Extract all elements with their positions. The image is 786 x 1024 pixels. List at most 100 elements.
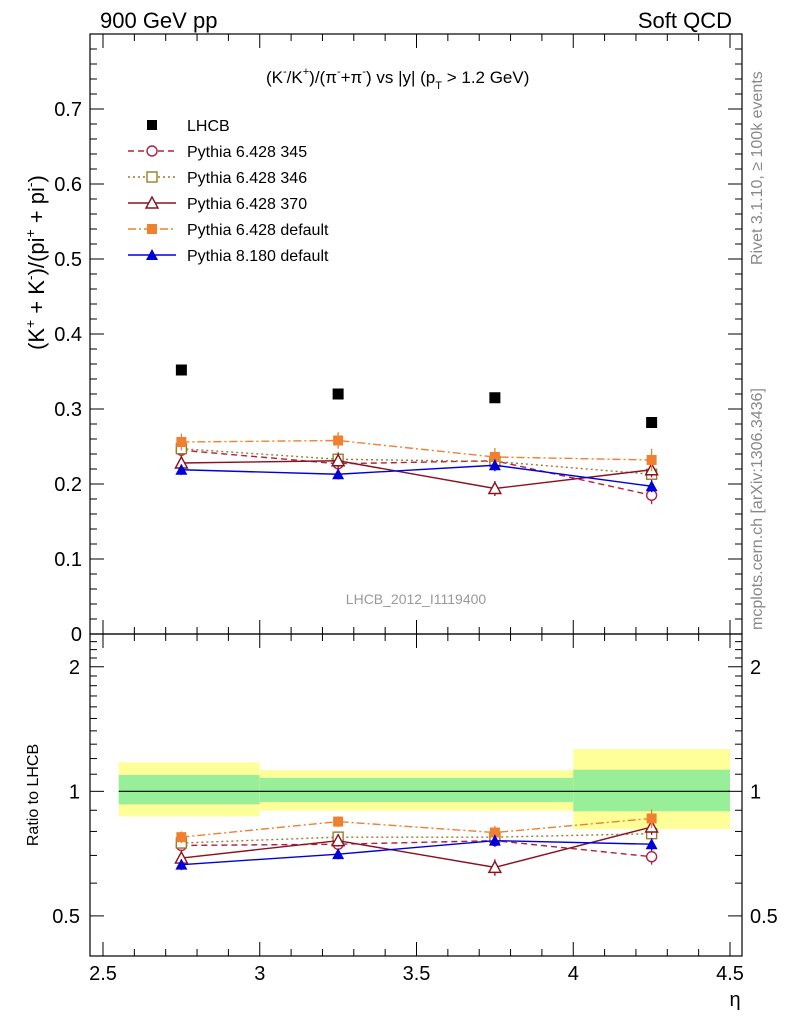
ratio-ytick-label-left: 0.5 [52, 906, 80, 928]
data-point [330, 453, 346, 467]
ylabel-part: ) [24, 175, 49, 182]
ratio-point [488, 834, 501, 846]
main-ytick-label: 0.1 [54, 549, 82, 571]
series-line [181, 449, 652, 496]
series-5 [175, 459, 658, 493]
ratio-series-line [181, 826, 652, 869]
legend-label: Pythia 8.180 default [187, 248, 329, 265]
ratio-ytick-label-right: 0.5 [750, 906, 778, 928]
title-part: +π [341, 68, 363, 87]
legend: LHCB Pythia 6.428 345 Pythia 6.428 346 Pyth… [128, 118, 329, 265]
ratio-point [645, 851, 658, 863]
ylabel-part: + K [24, 280, 49, 320]
legend-marker [147, 120, 157, 130]
legend-marker [144, 195, 160, 209]
legend-marker [146, 171, 158, 183]
title-sub: T [435, 80, 442, 92]
xtick-label: 4 [568, 963, 579, 985]
series-3 [174, 453, 659, 496]
ratio-ylabel: Ratio to LHCB [25, 744, 42, 846]
main-data-layer [174, 364, 659, 505]
legend-label: Pythia 6.428 346 [187, 170, 307, 187]
title-sup: - [283, 66, 287, 78]
series-line [181, 460, 652, 490]
legend-label: Pythia 6.428 default [187, 222, 329, 239]
ylabel-part: (K [24, 328, 49, 350]
inner-band [573, 769, 730, 812]
header-right: Soft QCD [638, 8, 732, 33]
main-panel: 00.10.20.30.40.50.60.7 (K-/K+)/(π-+π-) v… [22, 33, 743, 646]
main-ytick-label: 0.6 [54, 174, 82, 196]
data-point [175, 364, 187, 376]
title-part: (K [266, 68, 284, 87]
title-sup: + [303, 66, 309, 78]
main-ytick-label: 0.4 [54, 324, 82, 346]
ratio-point [330, 833, 346, 847]
title-part: )/(π [309, 68, 337, 87]
ratio-point [333, 816, 344, 827]
header-left: 900 GeV pp [100, 8, 217, 33]
ratio-panel: 0.5 0.5 1 1 2 2 2.5 3 3.5 4 4.5 Ratio to LHCB η [25, 633, 778, 1011]
legend-marker [146, 249, 158, 260]
series-line [181, 464, 652, 487]
legend-label: Pythia 6.428 345 [187, 144, 307, 161]
title-part: ) vs |y| (p [366, 68, 435, 87]
main-ylabel: (K+ + K-)/(pi+ + pi-) [22, 175, 49, 350]
main-ytick-label: 0.3 [54, 399, 82, 421]
data-point [488, 459, 501, 471]
ratio-axis-ticks: 0.5 0.5 1 1 2 2 2.5 3 3.5 4 4.5 [52, 633, 778, 985]
data-point [646, 417, 658, 428]
ylabel-part: )/(pi [24, 238, 49, 276]
data-point [489, 452, 500, 462]
ratio-series-line [181, 839, 652, 858]
main-ytick-label: 0.7 [54, 99, 82, 121]
series-4 [176, 432, 657, 472]
ratio-point [332, 848, 345, 860]
data-point [487, 481, 503, 495]
data-point [176, 437, 187, 447]
series-0 [175, 364, 658, 428]
ratio-series-line [181, 817, 652, 838]
legend-entry: Pythia 6.428 345 [128, 144, 307, 161]
data-point [332, 468, 345, 480]
title-sup: - [337, 66, 341, 78]
data-point [489, 392, 501, 404]
ylabel-sup: + [22, 229, 38, 237]
title-part: > 1.2 GeV) [442, 68, 529, 87]
ratio-series-line [181, 832, 652, 844]
legend-marker [146, 145, 158, 157]
main-ytick-label: 0.2 [54, 474, 82, 496]
ratio-point [176, 832, 187, 843]
main-title: (K-/K+)/(π-+π-) vs |y| (pT > 1.2 GeV) [266, 66, 529, 92]
inner-band [118, 775, 260, 805]
ratio-point [645, 838, 658, 850]
ylabel-part: + pi [24, 187, 49, 229]
main-axis-ticks: 0 0.1 0.2 0.3 0.4 0.5 0.6 0.7 [54, 33, 742, 646]
analysis-watermark: LHCB_2012_I1119400 [346, 591, 487, 607]
ratio-ytick-label-left: 2 [69, 657, 80, 679]
legend-label: Pythia 6.428 370 [187, 196, 307, 213]
title-sup: - [362, 66, 366, 78]
data-point [175, 463, 188, 475]
ylabel-sup: - [22, 182, 38, 187]
ratio-uncertainty-bands [118, 749, 730, 830]
legend-marker [147, 224, 157, 234]
main-ytick-label: 0.5 [54, 249, 82, 271]
ratio-point [646, 813, 657, 824]
xtick-label: 3 [254, 963, 265, 985]
ylabel-sup: + [22, 320, 38, 328]
ratio-xlabel: η [729, 989, 740, 1011]
ratio-ytick-label-right: 2 [750, 657, 761, 679]
xtick-label: 3.5 [403, 963, 431, 985]
series-line [181, 439, 652, 461]
mcplots-label: mcplots.cern.ch [arXiv:1306.3436] [749, 388, 766, 630]
title-part: /K [287, 68, 304, 87]
rivet-label: Rivet 3.1.10, ≥ 100k events [749, 71, 766, 265]
legend-entry: Pythia 6.428 346 [128, 170, 307, 187]
legend-entry: LHCB [147, 118, 230, 135]
ylabel-sup: - [22, 275, 38, 280]
ratio-ytick-label-left: 1 [69, 781, 80, 803]
legend-entry: Pythia 8.180 default [128, 248, 329, 265]
series-line [181, 448, 652, 475]
